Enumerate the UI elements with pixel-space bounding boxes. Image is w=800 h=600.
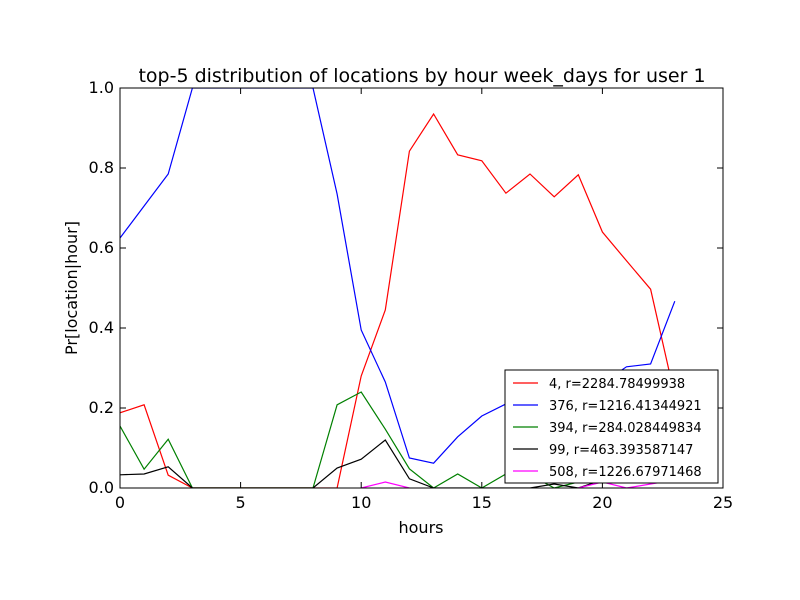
- x-tick-label: 5: [236, 493, 246, 512]
- legend-label: 508, r=1226.67971468: [549, 465, 702, 480]
- x-axis-label: hours: [399, 518, 444, 537]
- legend: 4, r=2284.78499938 376, r=1216.41344921 39…: [504, 369, 719, 484]
- y-tick-label: 0.2: [89, 398, 114, 417]
- y-tick-label: 0.8: [89, 158, 114, 177]
- y-axis-label: Pr[location|hour]: [62, 221, 81, 355]
- y-tick-label: 0.0: [89, 478, 114, 497]
- legend-label: 376, r=1216.41344921: [549, 399, 702, 414]
- plot-area: 0 5 10 15 20 25 0.0 0.2 0.4 0.6 0.8 1.0: [89, 78, 734, 512]
- y-tick-label: 0.6: [89, 238, 114, 257]
- legend-label: 394, r=284.028449834: [549, 421, 702, 436]
- x-tick-label: 15: [472, 493, 492, 512]
- x-tick-label: 20: [592, 493, 612, 512]
- series-line: [120, 112, 676, 488]
- y-tick-label: 1.0: [89, 78, 114, 97]
- legend-label: 99, r=463.393587147: [549, 443, 693, 458]
- plot-frame: [119, 87, 724, 489]
- x-tick-label: 0: [115, 493, 125, 512]
- legend-label: 4, r=2284.78499938: [549, 377, 685, 392]
- x-axis: 0 5 10 15 20 25: [115, 88, 733, 512]
- chart-title: top-5 distribution of locations by hour …: [138, 65, 705, 87]
- y-axis: 0.0 0.2 0.4 0.6 0.8 1.0: [89, 78, 723, 497]
- y-tick-label: 0.4: [89, 318, 114, 337]
- x-tick-label: 25: [713, 493, 733, 512]
- x-tick-label: 10: [351, 493, 371, 512]
- legend-box: [504, 369, 719, 484]
